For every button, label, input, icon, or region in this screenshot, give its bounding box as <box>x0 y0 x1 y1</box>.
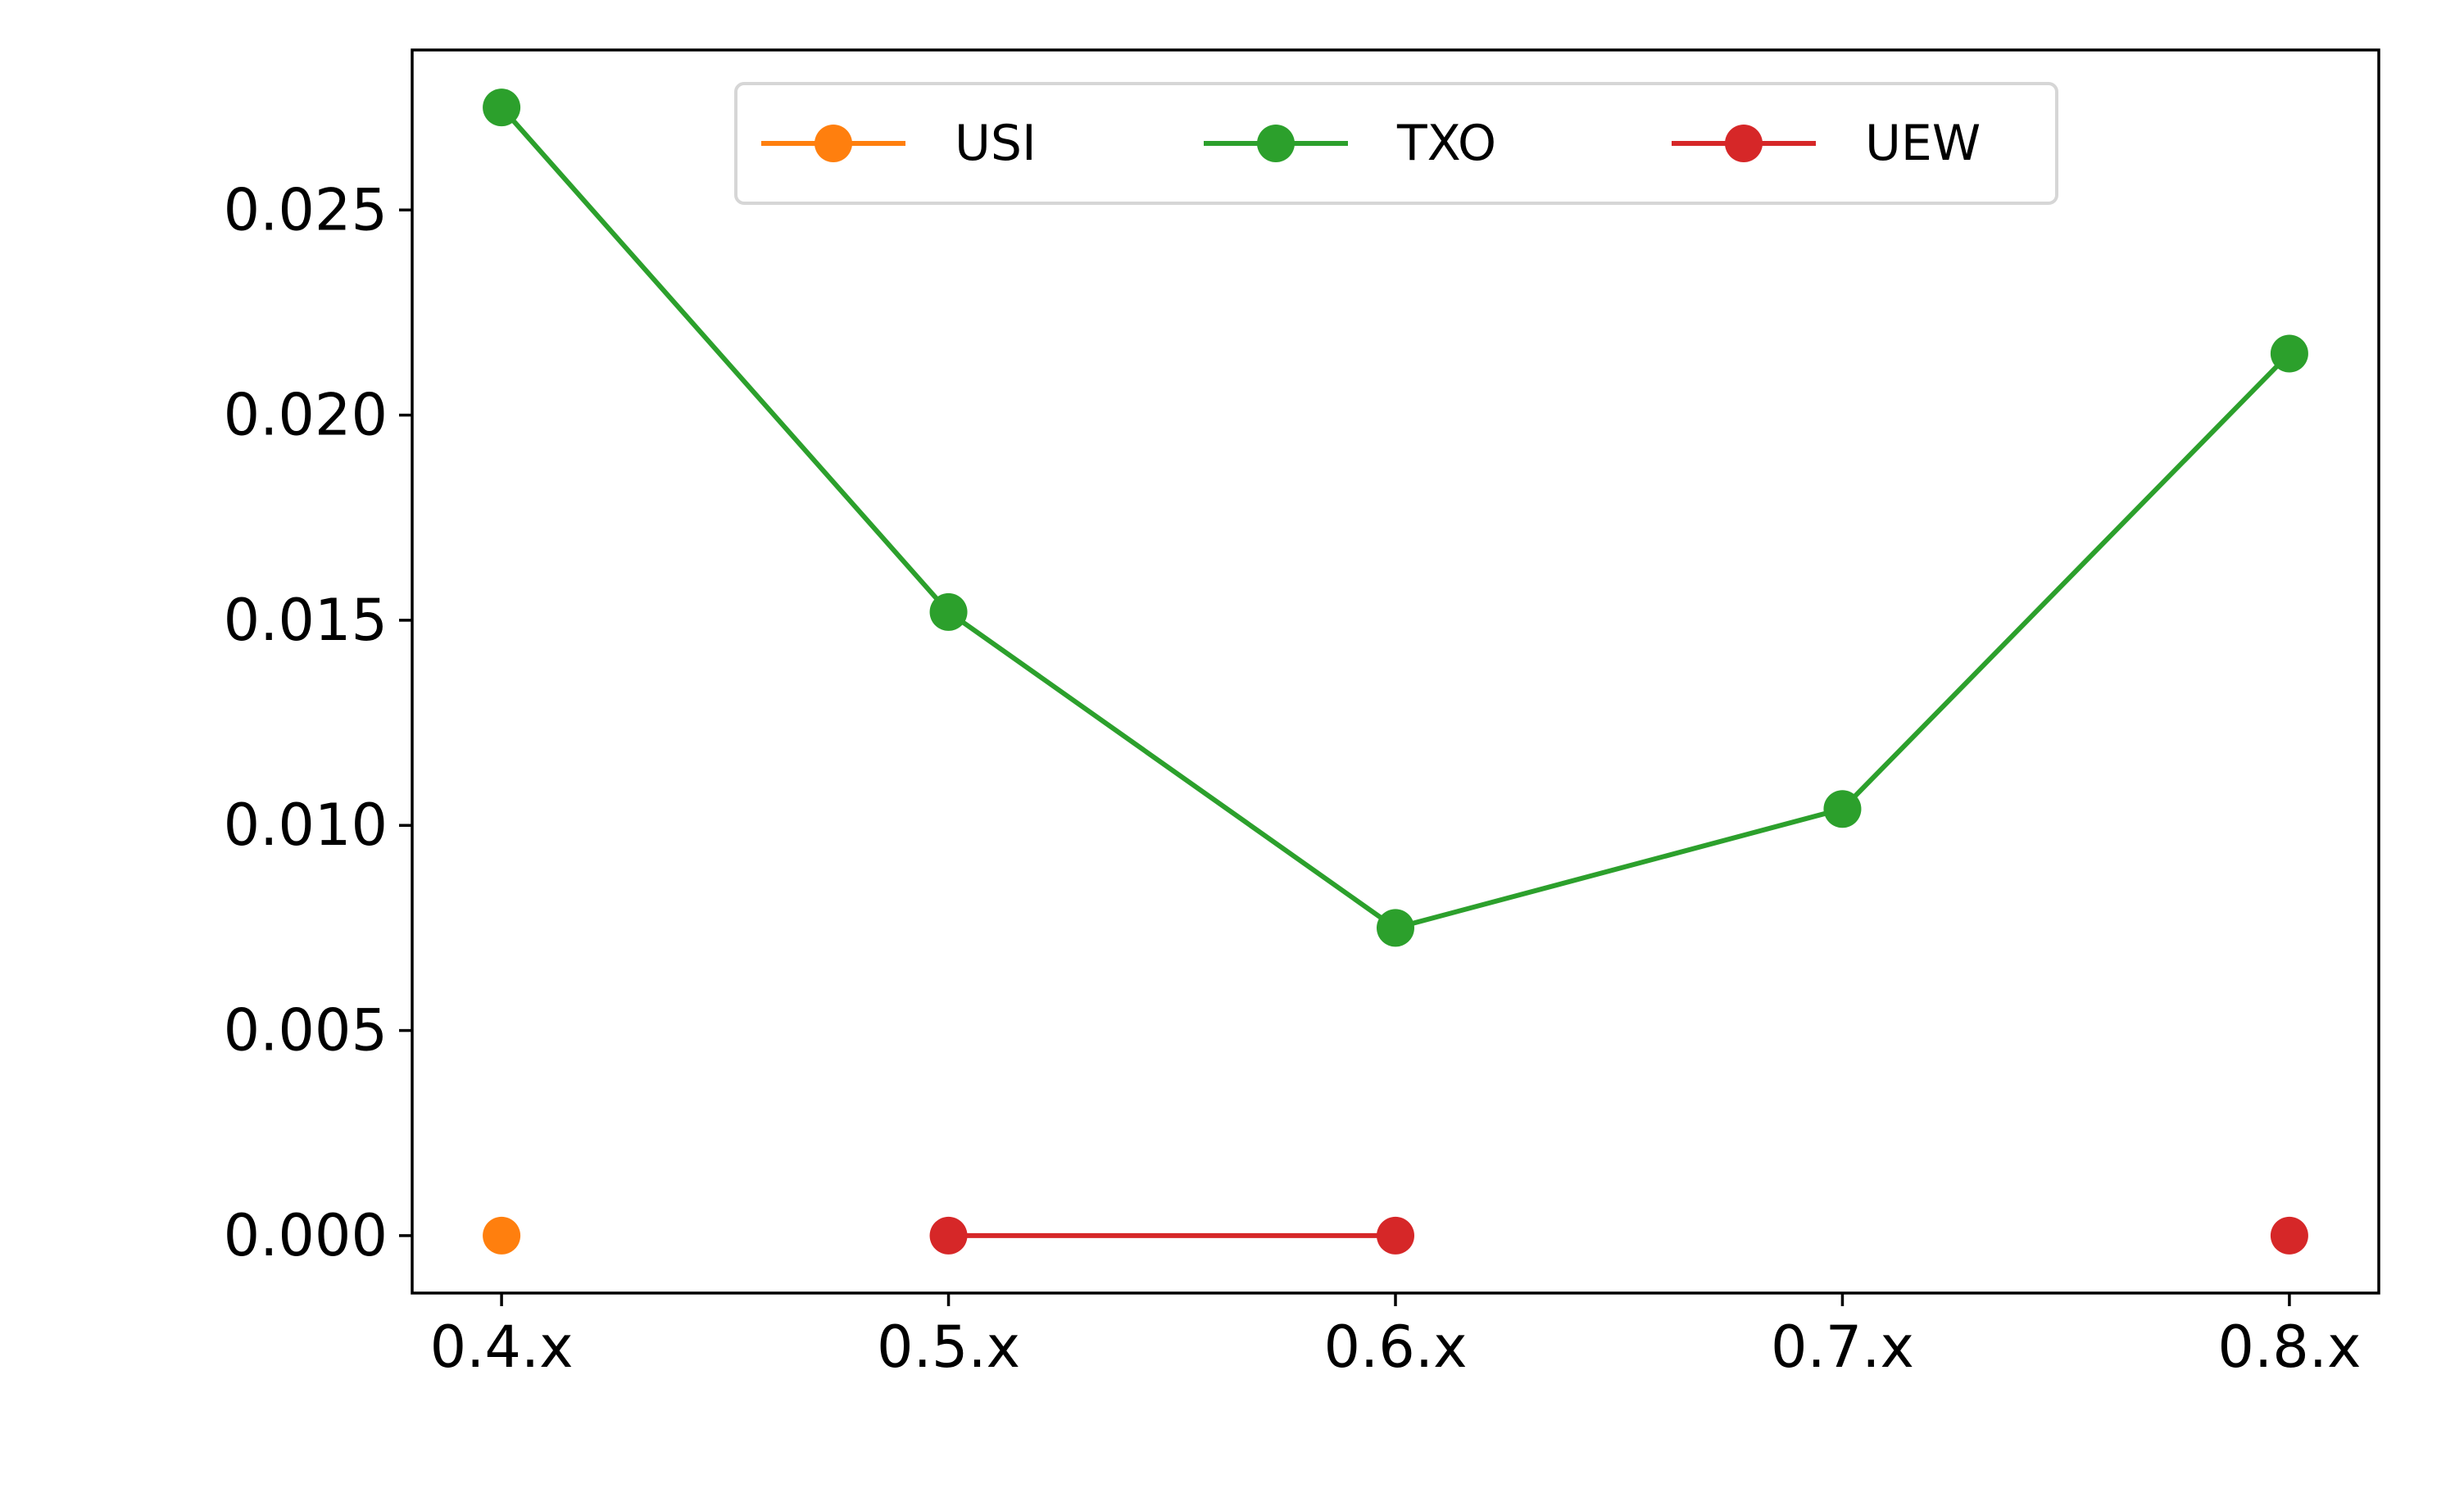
data-point <box>929 1216 968 1255</box>
series-line-segment <box>497 103 952 616</box>
series-layer <box>483 88 2308 1255</box>
legend-item-txo: TXO <box>1204 115 1496 172</box>
data-point <box>1377 1216 1414 1255</box>
y-tick-label: 0.005 <box>224 997 388 1064</box>
legend-marker <box>815 125 852 162</box>
legend-item-usi: USI <box>761 115 1037 172</box>
x-tick-label: 0.6.x <box>1324 1314 1468 1381</box>
legend-label: TXO <box>1396 115 1496 172</box>
data-point <box>483 1216 521 1255</box>
series-line-segment <box>1392 805 1846 932</box>
series-uew <box>929 1216 2308 1255</box>
y-tick-label: 0.000 <box>224 1202 388 1269</box>
series-line-segment <box>1839 350 2294 813</box>
data-point <box>483 88 521 127</box>
x-tick-label: 0.4.x <box>430 1314 574 1381</box>
y-tick-label: 0.020 <box>224 382 388 449</box>
legend: USI TXO UEW <box>734 82 2058 205</box>
legend-marker <box>1725 125 1763 162</box>
series-txo <box>483 88 2308 947</box>
y-tick-label: 0.025 <box>224 176 388 243</box>
data-point <box>929 592 968 631</box>
y-axis: 0.000 0.005 0.010 0.015 0.020 0.025 <box>224 176 412 1269</box>
legend-marker <box>1257 125 1295 162</box>
x-tick-label: 0.8.x <box>2217 1314 2361 1381</box>
data-point <box>2270 334 2308 373</box>
legend-item-uew: UEW <box>1672 115 1981 172</box>
data-point <box>1377 909 1414 947</box>
data-point <box>1823 790 1862 828</box>
legend-label: UEW <box>1865 115 1981 172</box>
series-usi <box>483 1216 521 1255</box>
x-axis: 0.4.x 0.5.x 0.6.x 0.7.x 0.8.x <box>430 1293 2361 1381</box>
data-point <box>2270 1216 2308 1255</box>
series-line-segment <box>945 608 1400 932</box>
y-tick-label: 0.010 <box>224 792 388 859</box>
x-tick-label: 0.5.x <box>877 1314 1020 1381</box>
y-tick-label: 0.015 <box>224 587 388 654</box>
legend-box <box>734 82 2058 205</box>
x-tick-label: 0.7.x <box>1771 1314 1914 1381</box>
legend-label: USI <box>955 115 1037 172</box>
